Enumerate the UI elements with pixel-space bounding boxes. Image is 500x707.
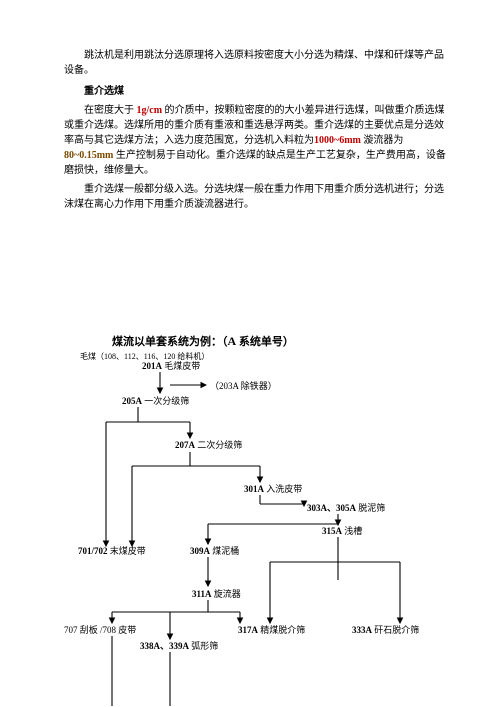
flow-svg <box>0 0 500 707</box>
page: 跳汰机是利用跳汰分选原理将入选原料按密度大小分选为精煤、中煤和矸煤等产品设备。 … <box>0 0 500 707</box>
